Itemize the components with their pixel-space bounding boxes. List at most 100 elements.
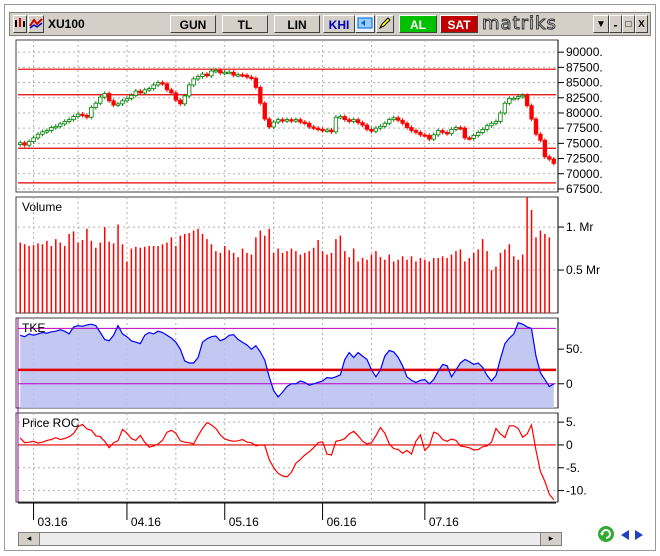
candle-body <box>200 73 205 77</box>
candle-body <box>382 122 387 127</box>
candle-body <box>155 82 161 86</box>
candle-body <box>222 71 227 75</box>
candle-body <box>187 84 192 97</box>
nav-left-icon[interactable] <box>619 527 631 541</box>
tke-line <box>20 322 555 398</box>
date-tick-label: 03.16 <box>38 515 68 529</box>
scale-button[interactable]: LIN <box>274 15 320 33</box>
currency-button[interactable]: TL <box>222 15 268 33</box>
candle-body <box>289 119 294 122</box>
candle-body <box>191 78 196 86</box>
horizontal-scrollbar[interactable] <box>40 532 540 546</box>
candle-body <box>84 114 90 118</box>
candle-body <box>53 125 58 129</box>
candle-body <box>347 119 352 122</box>
candle-body <box>178 99 183 105</box>
candle-body <box>249 76 254 79</box>
candle-body <box>507 97 512 104</box>
candle-body <box>133 90 139 96</box>
candle-body <box>551 158 556 164</box>
nav-right-icon[interactable] <box>633 527 645 541</box>
brand-logo: matriks <box>482 13 557 35</box>
candle-body <box>338 116 343 119</box>
candle-body <box>547 156 552 160</box>
date-tick-label: 07.16 <box>429 515 459 529</box>
candle-body <box>106 93 112 102</box>
candle-body <box>524 94 530 107</box>
roc-tick-label: -10. <box>566 484 587 498</box>
candle-body <box>458 127 463 130</box>
price-tick-label: 75000. <box>566 136 603 150</box>
candle-body <box>26 141 32 146</box>
candle-body <box>262 102 267 120</box>
candle-body <box>484 125 490 130</box>
roc-tick-label: -5. <box>566 461 580 475</box>
candle-body <box>413 130 419 133</box>
price-tick-label: 72500. <box>566 152 603 166</box>
minimize-button[interactable]: - <box>609 15 622 33</box>
candle-body <box>102 93 107 98</box>
tke-area <box>20 322 554 408</box>
candle-body <box>146 88 152 91</box>
compare-icon[interactable] <box>28 15 44 33</box>
maximize-button[interactable]: □ <box>622 15 635 33</box>
candle-body <box>258 87 263 104</box>
candle-body <box>480 128 485 133</box>
date-tick-label: 06.16 <box>327 515 357 529</box>
scroll-left-button[interactable]: ◂ <box>18 532 40 546</box>
reload-icon[interactable] <box>596 524 616 544</box>
tke-title: TKE <box>22 321 45 335</box>
candle-body <box>360 122 365 126</box>
candle-body <box>89 107 94 118</box>
candle-body <box>538 133 543 141</box>
candle-body <box>182 95 187 105</box>
candle-body <box>542 139 548 158</box>
candle-body <box>280 119 285 122</box>
panel-frame <box>15 39 559 193</box>
dropdown-button[interactable]: ▼ <box>593 15 609 33</box>
candle-body <box>267 118 272 128</box>
sell-button[interactable]: SAT <box>440 15 478 33</box>
candle-body <box>209 70 214 77</box>
candle-body <box>213 70 219 73</box>
candle-body <box>124 97 130 102</box>
candle-body <box>218 70 223 74</box>
candle-body <box>231 71 236 76</box>
candle-body <box>271 121 276 128</box>
candle-body <box>62 121 67 125</box>
panel-frame <box>15 412 559 503</box>
candle-body <box>204 73 210 77</box>
candle-body <box>98 96 103 104</box>
candle-body <box>22 142 27 146</box>
khi-button[interactable]: KHI <box>323 15 355 33</box>
candle-body <box>378 125 383 129</box>
candle-body <box>227 71 232 75</box>
candle-body <box>355 119 361 124</box>
candle-body <box>75 113 81 118</box>
candle-body <box>138 90 143 94</box>
candle-body <box>31 137 36 142</box>
candle-body <box>164 83 170 91</box>
chart-type-icon[interactable] <box>13 15 27 33</box>
close-button[interactable]: X <box>635 15 648 33</box>
pencil-icon[interactable] <box>376 15 394 33</box>
candle-body <box>511 97 516 101</box>
candle-body <box>71 116 76 121</box>
candle-body <box>364 124 370 130</box>
symbol-label[interactable]: XU100 <box>48 17 85 31</box>
chart-toolbar: XU100 GUN TL LIN KHI AL SAT matriks ▼ - … <box>9 12 651 36</box>
price-tick-label: 80000. <box>566 106 603 120</box>
roc-tick-label: 5. <box>566 415 576 429</box>
candle-body <box>18 142 23 145</box>
refresh-icon[interactable] <box>355 15 375 33</box>
candle-body <box>444 132 450 135</box>
period-button[interactable]: GUN <box>170 15 216 33</box>
candle-body <box>533 118 539 135</box>
candle-body <box>400 119 405 124</box>
candle-body <box>307 122 312 128</box>
price-tick-label: 82500. <box>566 91 603 105</box>
candle-body <box>44 130 50 133</box>
buy-button[interactable]: AL <box>399 15 437 33</box>
scroll-right-button[interactable]: ▸ <box>540 532 562 546</box>
candle-body <box>333 116 339 133</box>
